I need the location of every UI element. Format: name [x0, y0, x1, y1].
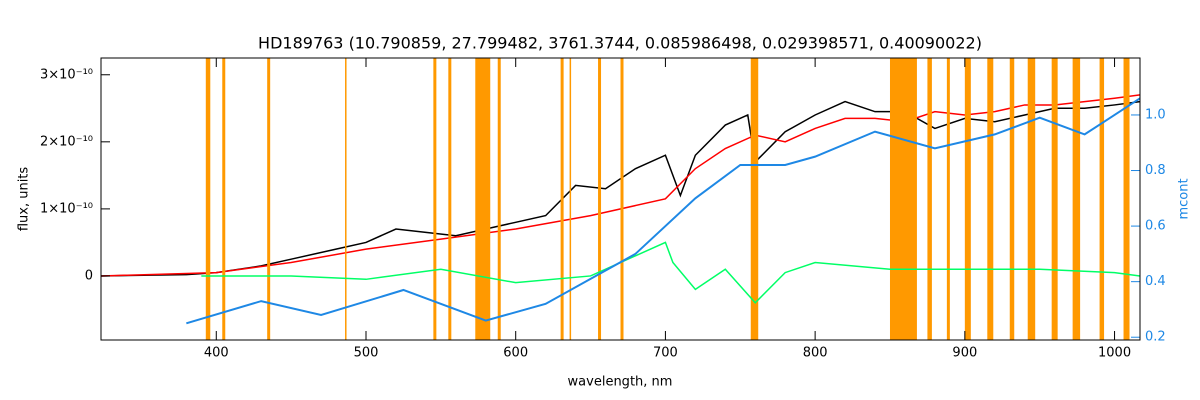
- mask-region: [620, 58, 624, 340]
- x-tick-label: 500: [354, 346, 379, 361]
- mask-region: [475, 58, 491, 340]
- mask-region: [1099, 58, 1105, 340]
- series-line: [186, 97, 1140, 325]
- mask-region: [987, 58, 994, 340]
- x-tick-label: 800: [803, 346, 828, 361]
- mask-region: [569, 58, 572, 340]
- mask-region: [964, 58, 971, 340]
- mask-region: [345, 58, 347, 340]
- y2-tick-label: 0.8: [1145, 163, 1166, 178]
- y-tick-label: 3×10⁻¹⁰: [40, 67, 93, 82]
- mask-region: [946, 58, 950, 340]
- mask-region: [889, 58, 917, 340]
- y-axis-label: flux, units: [17, 167, 32, 232]
- mask-region: [560, 58, 564, 340]
- mask-region: [1072, 58, 1081, 340]
- x-axis-label: wavelength, nm: [568, 375, 673, 390]
- y2-tick-label: 1.0: [1145, 107, 1166, 122]
- x-tick-label: 400: [204, 346, 229, 361]
- mask-region: [1051, 58, 1058, 340]
- mask-region: [205, 58, 211, 340]
- mask-region: [222, 58, 226, 340]
- x-tick-label: 1000: [1098, 346, 1131, 361]
- series-line: [201, 241, 1140, 304]
- y2-tick-label: 0.2: [1145, 330, 1166, 345]
- y2-tick-label: 0.4: [1145, 274, 1166, 289]
- mask-region: [267, 58, 271, 340]
- mask-region: [433, 58, 437, 340]
- plot-area: [101, 58, 1140, 340]
- mask-region: [750, 58, 759, 340]
- y-tick-label: 1×10⁻¹⁰: [40, 201, 93, 216]
- x-tick-label: 600: [503, 346, 528, 361]
- mask-region: [497, 58, 501, 340]
- y2-tick-label: 0.6: [1145, 219, 1166, 234]
- mask-region: [1027, 58, 1036, 340]
- mask-region: [1009, 58, 1015, 340]
- y-tick-label: 2×10⁻¹⁰: [40, 134, 93, 149]
- plot-frame: [100, 57, 1141, 341]
- chart-title: HD189763 (10.790859, 27.799482, 3761.374…: [258, 34, 982, 53]
- y2-axis-label: mcont: [1177, 178, 1192, 219]
- mask-region: [1123, 58, 1130, 340]
- x-tick-label: 900: [952, 346, 977, 361]
- mask-region: [448, 58, 452, 340]
- y-tick-label: 0: [85, 268, 93, 283]
- x-tick-label: 700: [653, 346, 678, 361]
- mask-region: [927, 58, 932, 340]
- mask-region: [598, 58, 602, 340]
- series-line: [101, 100, 1140, 277]
